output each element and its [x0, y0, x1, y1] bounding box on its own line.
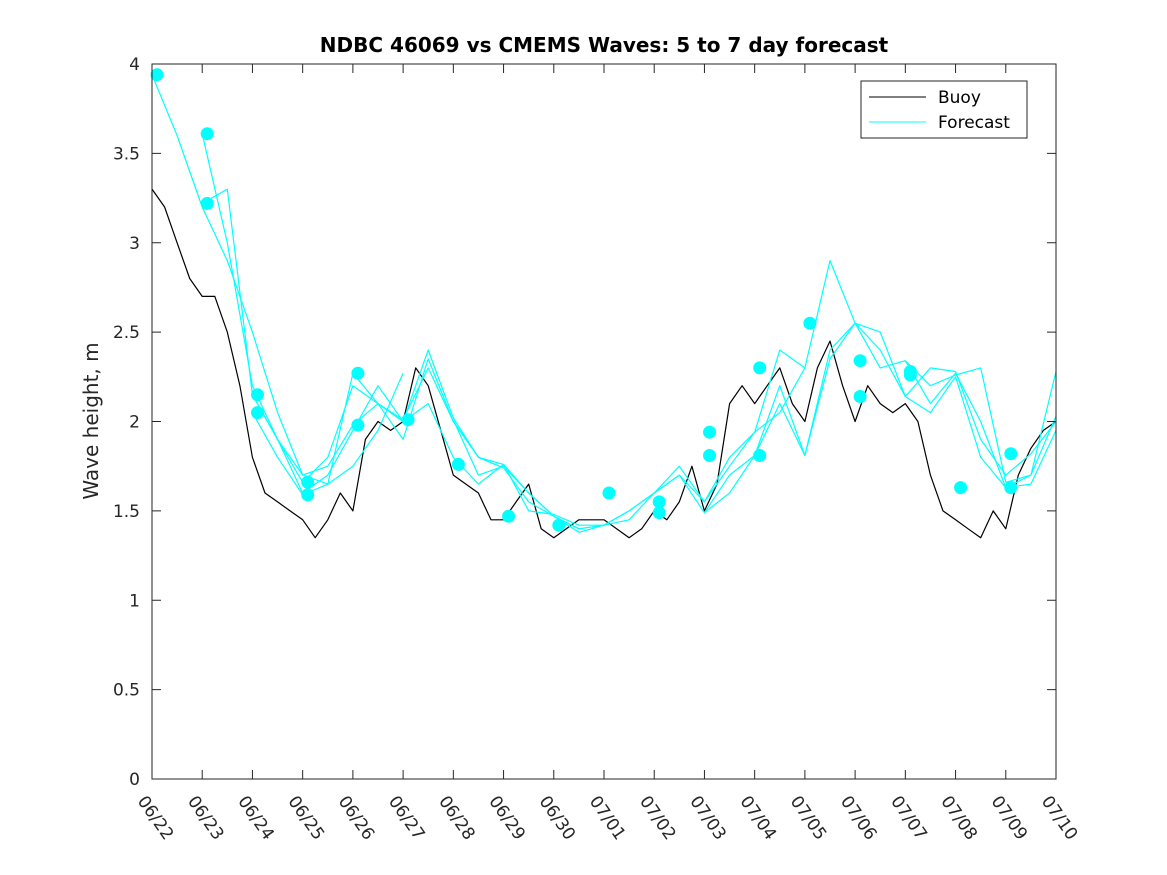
forecast-series-line: [201, 133, 504, 494]
forecast-marker: [1004, 447, 1018, 461]
forecast-series-line: [151, 74, 404, 485]
forecast-series-line: [251, 358, 655, 526]
forecast-marker: [251, 406, 264, 420]
plot-area: [152, 64, 1056, 779]
forecast-marker: [150, 68, 164, 82]
forecast-marker: [753, 449, 767, 462]
forecast-marker: [301, 488, 315, 502]
forecast-marker: [251, 388, 264, 402]
forecast-marker: [753, 361, 767, 375]
legend-forecast-label: Forecast: [938, 113, 1010, 133]
forecast-marker: [301, 475, 315, 489]
y-tick-label: 1.5: [113, 502, 140, 522]
y-tick-label: 2: [129, 413, 140, 433]
forecast-series-line: [854, 322, 1057, 489]
y-axis: 0 0.5 1 1.5 2 2.5 3 3.5 4: [113, 55, 1056, 790]
forecast-marker: [652, 495, 666, 509]
forecast-marker: [602, 486, 616, 500]
y-tick-label: 0.5: [113, 681, 140, 701]
forecast-marker: [200, 196, 214, 210]
forecast-marker: [502, 509, 516, 523]
y-tick-label: 1: [129, 591, 140, 611]
forecast-marker: [351, 418, 365, 432]
marker-layer: [150, 68, 1018, 532]
y-tick-label: 3: [129, 234, 140, 254]
forecast-marker: [200, 127, 214, 141]
forecast-series-line: [904, 360, 1057, 483]
legend: Buoy Forecast: [860, 80, 1028, 139]
y-axis-label: Wave height, m: [79, 342, 103, 499]
forecast-marker: [652, 506, 666, 520]
forecast-marker: [552, 518, 566, 532]
chart-title: NDBC 46069 vs CMEMS Waves: 5 to 7 day fo…: [320, 33, 889, 57]
forecast-series-line: [251, 349, 605, 530]
y-tick-label: 4: [129, 55, 140, 75]
forecast-marker: [703, 425, 716, 439]
forecast-marker: [853, 390, 867, 403]
buoy-series-line: [151, 188, 1057, 539]
forecast-series-line: [955, 371, 1057, 476]
forecast-marker: [703, 449, 716, 462]
forecast-marker: [803, 316, 817, 330]
forecast-marker: [1004, 481, 1018, 495]
y-tick-label: 0: [129, 770, 140, 790]
forecast-series-line: [704, 322, 1057, 514]
forecast-marker: [954, 481, 968, 495]
forecast-marker: [451, 457, 465, 471]
legend-box: [860, 80, 1028, 139]
legend-buoy-label: Buoy: [938, 88, 981, 108]
forecast-marker: [853, 354, 867, 368]
forecast-marker: [401, 413, 415, 427]
forecast-marker: [903, 368, 917, 382]
forecast-marker: [351, 366, 365, 380]
y-tick-label: 2.5: [113, 323, 140, 343]
y-tick-label: 3.5: [113, 144, 140, 164]
